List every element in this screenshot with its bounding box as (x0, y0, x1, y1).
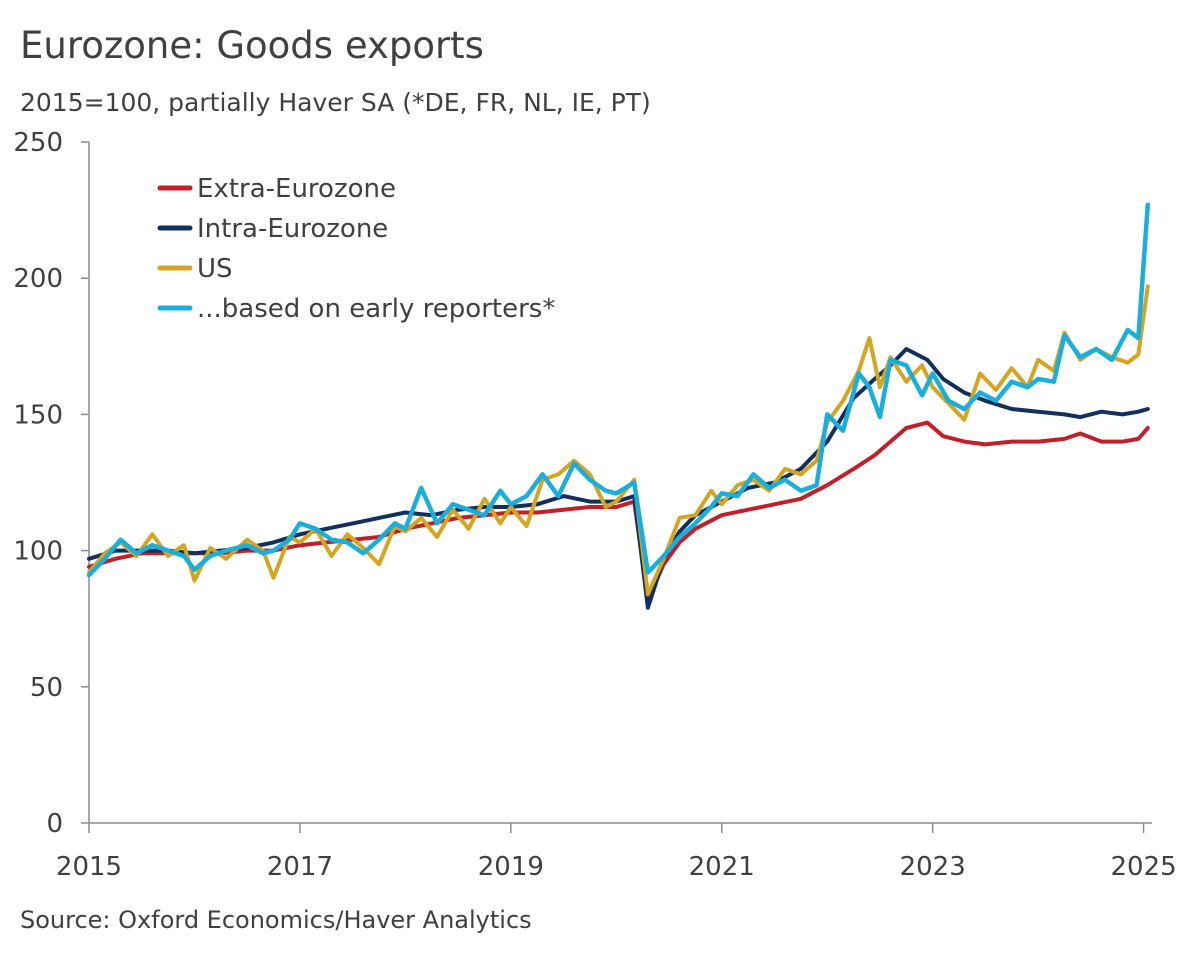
series-line-3 (87, 284, 1150, 597)
legend-label: US (197, 254, 233, 284)
legend-label: Intra-Eurozone (197, 214, 388, 244)
x-tick-label: 2021 (689, 852, 755, 882)
series-line-1 (87, 420, 1150, 602)
y-tick-label: 150 (13, 400, 63, 430)
legend-label: ...based on early reporters* (197, 294, 555, 324)
y-tick-label: 0 (46, 809, 63, 839)
series-line-4 (86, 202, 1151, 578)
x-tick-label: 2019 (478, 852, 544, 882)
x-tick-label: 2025 (1110, 852, 1176, 882)
x-tick-label: 2023 (900, 852, 966, 882)
y-tick-label: 100 (13, 537, 63, 567)
y-tick-label: 200 (13, 264, 63, 294)
legend-label: Extra-Eurozone (197, 174, 396, 204)
chart-title: Eurozone: Goods exports (20, 24, 484, 67)
source-note: Source: Oxford Economics/Haver Analytics (20, 906, 532, 934)
series-lines (86, 202, 1151, 610)
y-tick-label: 250 (13, 128, 63, 158)
x-tick-label: 2017 (267, 852, 333, 882)
series-line-2 (87, 347, 1150, 610)
legend: Extra-Eurozone Intra-Eurozone US ...based o… (157, 174, 555, 324)
chart-subtitle: 2015=100, partially Haver SA (*DE, FR, N… (20, 88, 651, 117)
x-tick-label: 2015 (56, 852, 122, 882)
y-tick-label: 50 (30, 673, 63, 703)
y-axis: 0 50 100 150 200 250 (13, 128, 90, 839)
x-axis: 2015 2017 2019 2021 2023 2025 (56, 822, 1177, 882)
